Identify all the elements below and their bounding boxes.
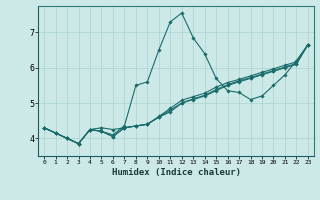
X-axis label: Humidex (Indice chaleur): Humidex (Indice chaleur): [111, 168, 241, 177]
